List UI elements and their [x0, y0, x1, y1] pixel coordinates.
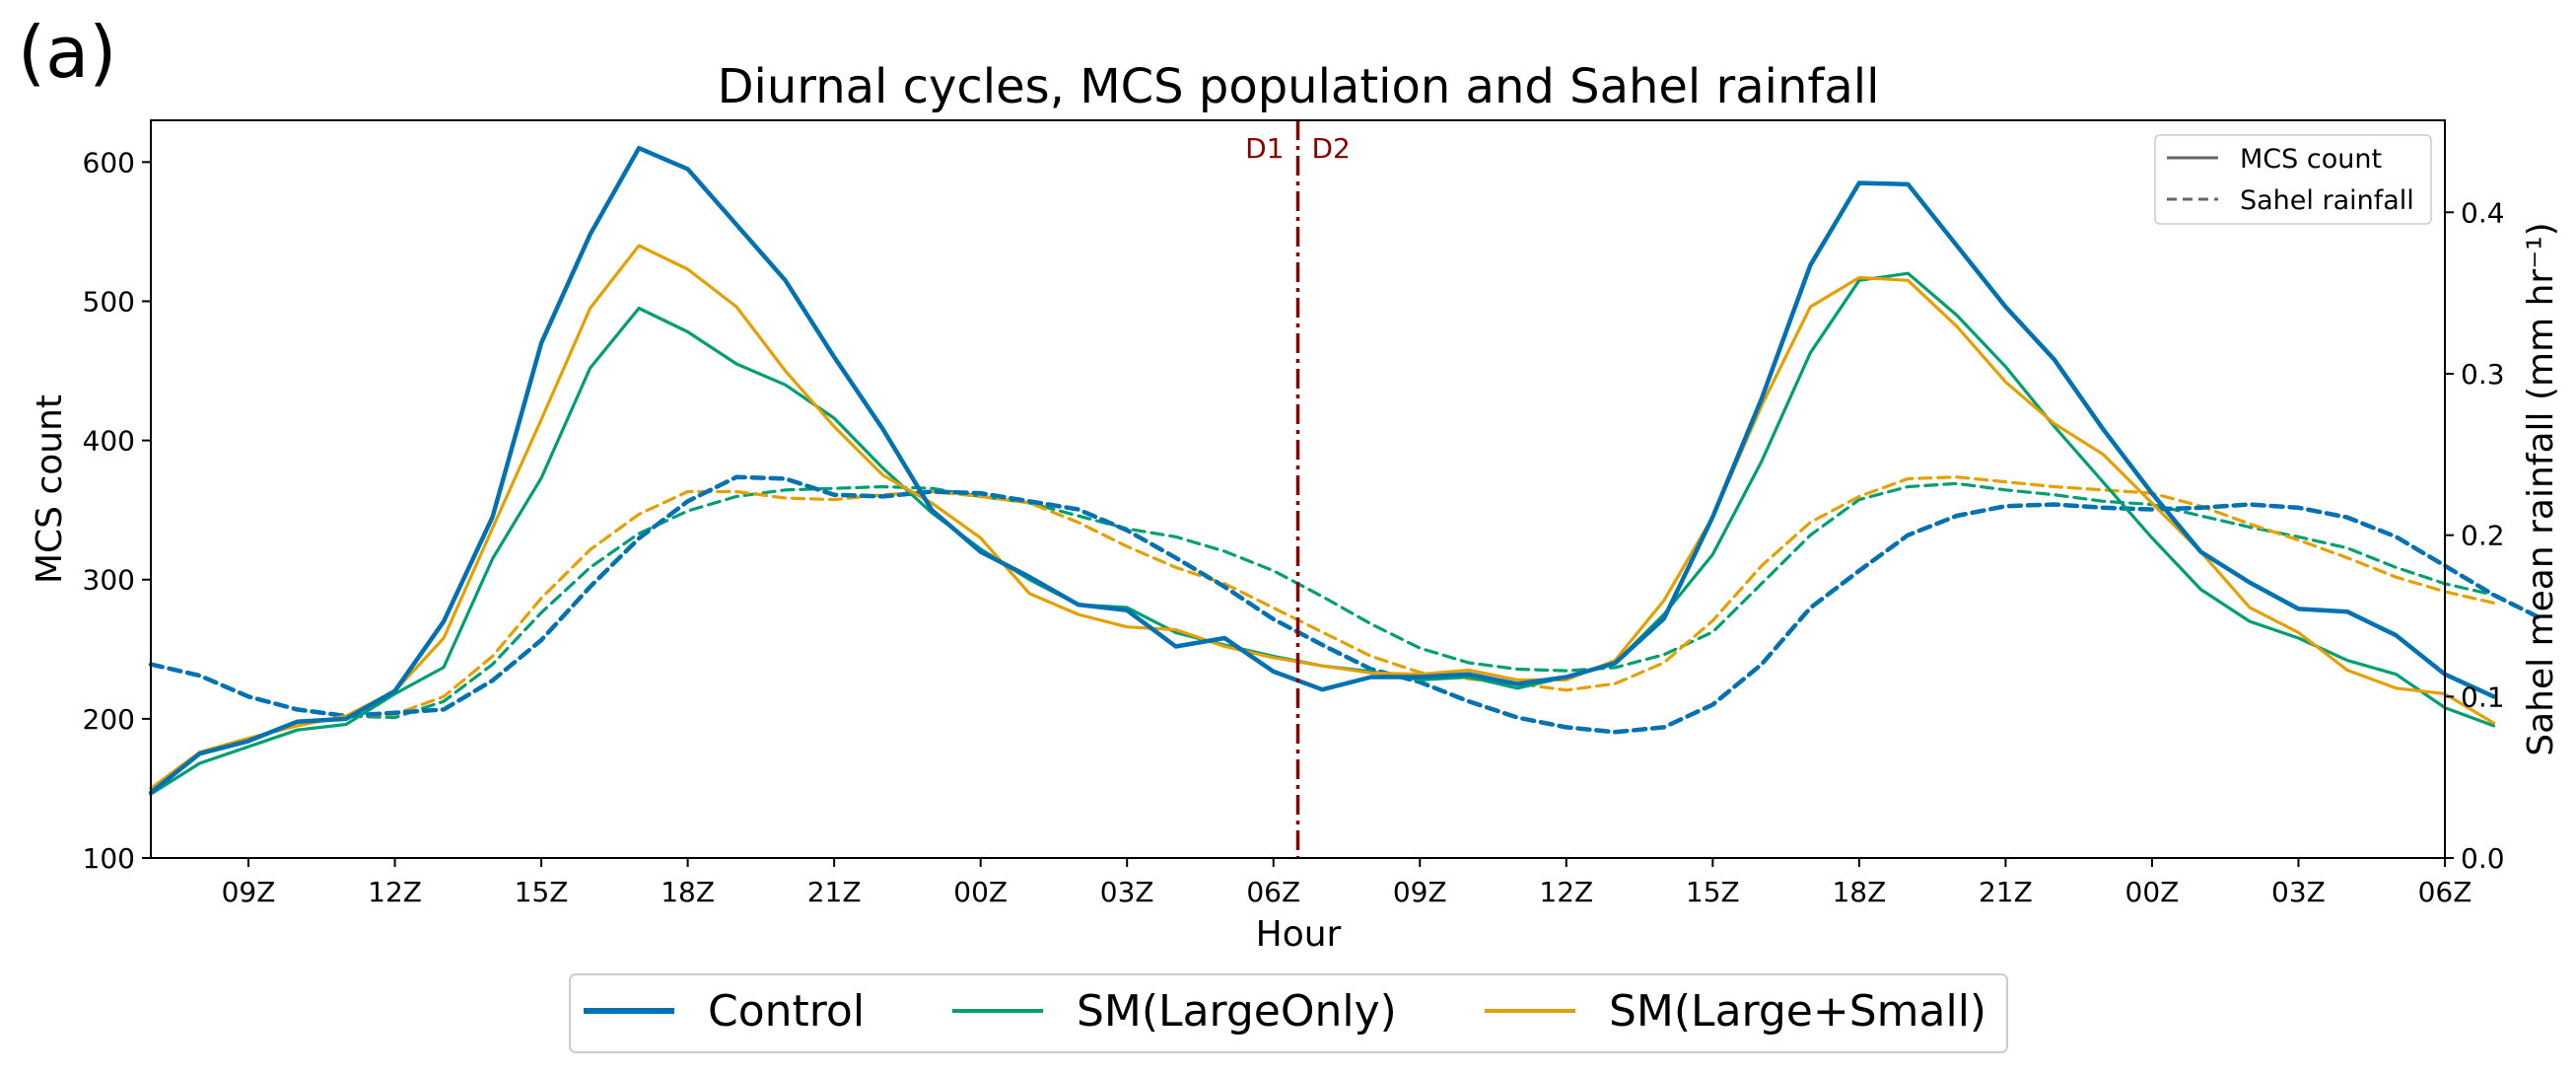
style-legend-dashed-label: Sahel rainfall	[2240, 185, 2414, 216]
y-right-tick-label: 0.3	[2461, 358, 2505, 391]
plot-lines	[148, 145, 2545, 796]
day-label-d1: D1	[1245, 132, 1284, 165]
x-tick-label: 18Z	[661, 876, 715, 908]
series-legend: Control SM(LargeOnly) SM(Large+Small)	[569, 973, 2008, 1053]
plot-frame	[150, 119, 2446, 859]
y-left-tick-label: 500	[83, 285, 135, 318]
y-left-tick-label: 200	[83, 703, 135, 736]
x-tick-label: 00Z	[953, 876, 1008, 908]
style-legend-box	[2154, 134, 2432, 225]
y-axis-left-label: MCS count	[30, 394, 70, 584]
x-tick-label: 09Z	[1393, 876, 1447, 908]
x-tick-label: 15Z	[515, 876, 569, 908]
x-tick-label: 12Z	[1539, 876, 1593, 908]
x-axis-label: Hour	[1256, 914, 1342, 955]
x-tick-label: 15Z	[1686, 876, 1740, 908]
x-tick-label: 06Z	[2418, 876, 2472, 908]
x-tick-label: 21Z	[1979, 876, 2033, 908]
y-right-tick-label: 0.1	[2461, 680, 2505, 713]
x-tick-label: 18Z	[1832, 876, 1886, 908]
series-line-control-mcs-count	[148, 145, 2496, 795]
x-tick-label: 06Z	[1246, 876, 1300, 908]
x-tick-label: 03Z	[1100, 876, 1154, 908]
series-line-sm-large-small--rainfall	[149, 475, 2496, 718]
x-tick-label: 03Z	[2271, 876, 2326, 908]
y-left-tick-label: 400	[83, 425, 135, 458]
style-legend-solid-label: MCS count	[2240, 144, 2382, 175]
y-left-tick-label: 100	[83, 842, 135, 875]
y-right-tick-label: 0.0	[2461, 842, 2505, 875]
legend-label-sm-large-only: SM(LargeOnly)	[1077, 986, 1397, 1037]
style-legend: MCS count Sahel rainfall	[2154, 134, 2432, 225]
panel-label: (a)	[18, 11, 116, 94]
y-right-tick-label: 0.4	[2461, 196, 2505, 229]
legend-label-control: Control	[708, 986, 865, 1037]
series-line-control-rainfall	[148, 474, 2545, 735]
series-line-sm-largeonly--rainfall	[149, 481, 2496, 720]
x-tick-label: 09Z	[222, 876, 276, 908]
y-left-tick-label: 600	[83, 146, 135, 179]
chart-title: Diurnal cycles, MCS population and Sahel…	[718, 59, 1880, 114]
y-right-tick-label: 0.2	[2461, 520, 2505, 552]
series-legend-box	[569, 973, 2008, 1053]
axes: 09Z 12Z 15Z 18Z 21Z 00Z 03Z 06Z 09Z 12Z 15Z 18Z 21Z 0…	[83, 120, 2505, 908]
y-axis-right-label: Sahel mean rainfall (mm hr⁻¹)	[2521, 222, 2561, 755]
legend-label-sm-large-small: SM(Large+Small)	[1609, 986, 1986, 1037]
y-left-tick-label: 300	[83, 564, 135, 597]
x-tick-label: 21Z	[807, 876, 862, 908]
x-tick-label: 00Z	[2125, 876, 2180, 908]
day-label-d2: D2	[1312, 132, 1351, 165]
series-line-sm-large-small--mcs-count	[149, 244, 2496, 791]
x-tick-label: 12Z	[368, 876, 422, 908]
